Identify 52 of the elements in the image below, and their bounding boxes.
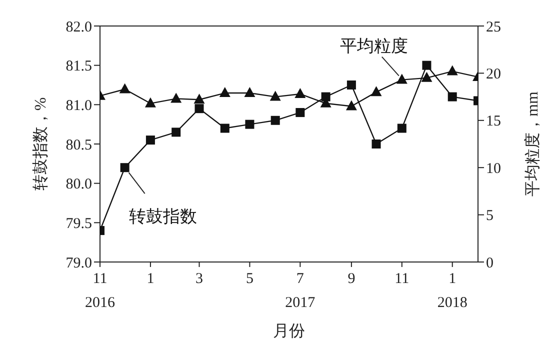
point [245, 120, 254, 129]
point [421, 72, 432, 82]
point [270, 90, 281, 101]
y2-tick-label: 10 [486, 160, 501, 177]
point [372, 140, 381, 148]
y2-axis-title: 平均粒度，mm [524, 91, 542, 196]
point [448, 92, 457, 102]
point [296, 108, 305, 118]
x-tick-label: 1 [146, 271, 154, 287]
y2-tick-label: 15 [486, 114, 501, 130]
point [397, 124, 406, 133]
point [194, 94, 205, 104]
y-axis-title: 转鼓指数，% [32, 97, 50, 191]
point [370, 86, 382, 96]
y-tick-label: 81.5 [66, 58, 92, 75]
point [120, 163, 130, 172]
y-tick-label: 80.5 [66, 137, 92, 154]
point [244, 87, 256, 98]
point [220, 124, 230, 133]
point [144, 97, 156, 108]
series-label: 平均粒度 [340, 36, 408, 56]
point [396, 74, 408, 84]
x-tick-label: 9 [348, 271, 356, 287]
point [346, 100, 357, 110]
x-tick-label: 7 2017 [285, 271, 316, 311]
x-tick-label: 5 [246, 271, 254, 287]
x-tick-label: 11 2016 [85, 271, 116, 311]
x-tick-label: 1 2018 [437, 271, 468, 311]
point [422, 60, 432, 70]
point [194, 104, 204, 114]
point [446, 65, 458, 76]
point [294, 88, 306, 98]
y2-tick-label: 5 [486, 208, 494, 224]
x-axis-title: 月份 [273, 323, 305, 340]
series-label: 转鼓指数 [128, 207, 197, 228]
x-tick-label: 11 [394, 271, 410, 287]
y-tick-label: 81.0 [66, 98, 92, 114]
y2-tick-label: 0 [486, 255, 494, 272]
y-tick-label: 79.0 [66, 255, 92, 272]
point [172, 128, 181, 137]
point [146, 136, 155, 145]
y2-tick-label: 20 [486, 66, 501, 83]
point [270, 116, 280, 125]
point [219, 87, 230, 98]
y2-tick-label: 25 [486, 19, 501, 36]
x-tick-label: 3 [196, 271, 204, 287]
point [170, 92, 182, 103]
y-tick-label: 79.5 [66, 216, 92, 232]
point [119, 83, 130, 94]
point [346, 80, 356, 90]
y-tick-label: 80.0 [66, 176, 92, 193]
y-tick-label: 82.0 [66, 19, 92, 36]
